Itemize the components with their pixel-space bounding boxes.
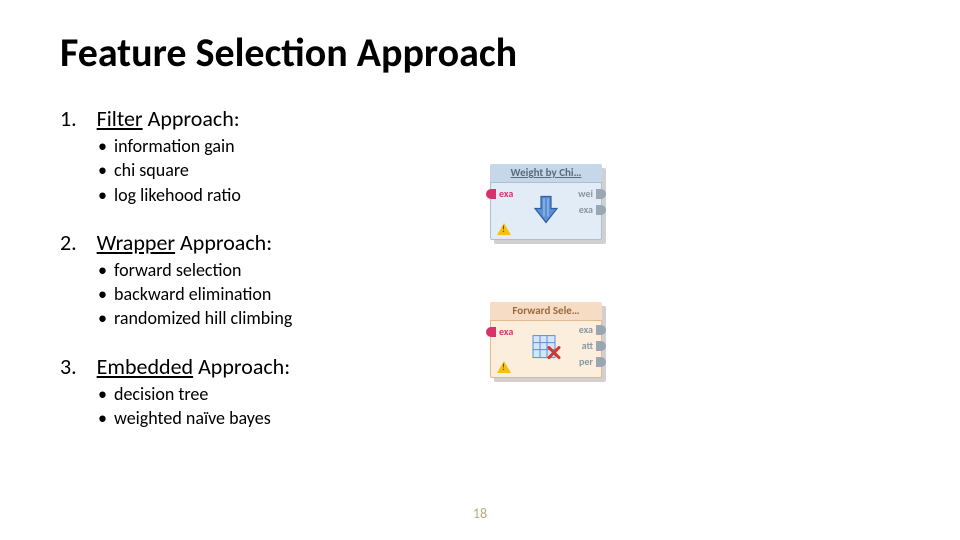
operator-weight-by-chi: Weight by Chi… exa wei exa: [490, 164, 602, 240]
approach-1-bullets: information gain chi square log likehood…: [60, 134, 900, 207]
port-right: [596, 357, 606, 367]
approach-2-rest: Approach:: [175, 229, 272, 256]
operator-forward-selection: Forward Sele… exa exa att per: [490, 302, 602, 378]
port-label-per: per: [579, 355, 593, 368]
warning-icon: [497, 361, 511, 373]
port-label-exa-r: exa: [579, 323, 593, 336]
approach-1-heading: 1. Filter Approach:: [60, 105, 900, 132]
approach-3: 3. Embedded Approach: decision tree weig…: [60, 353, 900, 431]
arrow-down-icon: [531, 195, 561, 225]
approach-2-bullets: forward selection backward elimination r…: [60, 258, 900, 331]
approach-3-name: Embedded: [97, 353, 193, 380]
list-item: information gain: [98, 134, 900, 158]
list-item: forward selection: [98, 258, 900, 282]
approach-2-heading: 2. Wrapper Approach:: [60, 229, 900, 256]
approach-1: 1. Filter Approach: information gain chi…: [60, 105, 900, 207]
approach-3-heading: 3. Embedded Approach:: [60, 353, 900, 380]
port-label-exa-r: exa: [579, 203, 593, 216]
port-right: [596, 205, 606, 215]
port-left: [486, 327, 496, 337]
operator-body: exa wei exa: [490, 182, 602, 240]
page-title: Feature Selection Approach: [60, 28, 900, 77]
grid-x-icon: [531, 334, 561, 362]
list-item: decision tree: [98, 382, 900, 406]
page-number: 18: [0, 505, 960, 522]
port-label-exa: exa: [499, 325, 513, 338]
port-right: [596, 189, 606, 199]
approach-1-name: Filter: [97, 105, 143, 132]
port-right: [596, 341, 606, 351]
operator-body: exa exa att per: [490, 320, 602, 378]
warning-icon: [497, 223, 511, 235]
approach-2-num: 2.: [60, 229, 77, 256]
approach-1-num: 1.: [60, 105, 77, 132]
operator-header: Forward Sele…: [490, 302, 602, 320]
approach-1-rest: Approach:: [143, 105, 240, 132]
list-item: weighted naïve bayes: [98, 406, 900, 430]
port-right: [596, 325, 606, 335]
approach-2-name: Wrapper: [97, 229, 175, 256]
port-label-wei: wei: [578, 187, 593, 200]
approach-3-bullets: decision tree weighted naïve bayes: [60, 382, 900, 431]
approach-2: 2. Wrapper Approach: forward selection b…: [60, 229, 900, 331]
port-left: [486, 189, 496, 199]
port-label-att: att: [582, 339, 593, 352]
approach-3-rest: Approach:: [193, 353, 290, 380]
port-label-exa: exa: [499, 187, 513, 200]
operator-header: Weight by Chi…: [490, 164, 602, 182]
approach-3-num: 3.: [60, 353, 77, 380]
